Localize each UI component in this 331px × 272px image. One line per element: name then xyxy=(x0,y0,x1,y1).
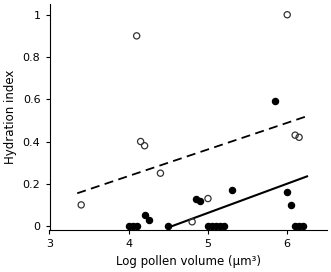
Point xyxy=(146,218,151,222)
Point xyxy=(158,171,163,175)
Point xyxy=(293,224,298,228)
Point xyxy=(197,199,203,203)
Point xyxy=(126,224,131,228)
Point xyxy=(273,99,278,104)
Point xyxy=(293,133,298,137)
Point xyxy=(142,144,147,148)
Point xyxy=(297,135,302,140)
Point xyxy=(166,224,171,228)
Point xyxy=(217,224,222,228)
Point xyxy=(134,224,139,228)
Point xyxy=(189,220,195,224)
Point xyxy=(205,196,211,201)
Point xyxy=(301,224,306,228)
Point xyxy=(285,190,290,194)
Point xyxy=(297,224,302,228)
Point xyxy=(193,196,199,201)
Point xyxy=(289,203,294,207)
Point xyxy=(229,188,234,192)
Point xyxy=(205,224,211,228)
Point xyxy=(78,203,84,207)
Point xyxy=(138,139,143,144)
Point xyxy=(134,34,139,38)
X-axis label: Log pollen volume (μm³): Log pollen volume (μm³) xyxy=(116,255,261,268)
Point xyxy=(209,224,214,228)
Point xyxy=(213,224,218,228)
Point xyxy=(285,13,290,17)
Point xyxy=(130,224,135,228)
Point xyxy=(142,213,147,218)
Point xyxy=(221,224,226,228)
Y-axis label: Hydration index: Hydration index xyxy=(4,70,17,164)
